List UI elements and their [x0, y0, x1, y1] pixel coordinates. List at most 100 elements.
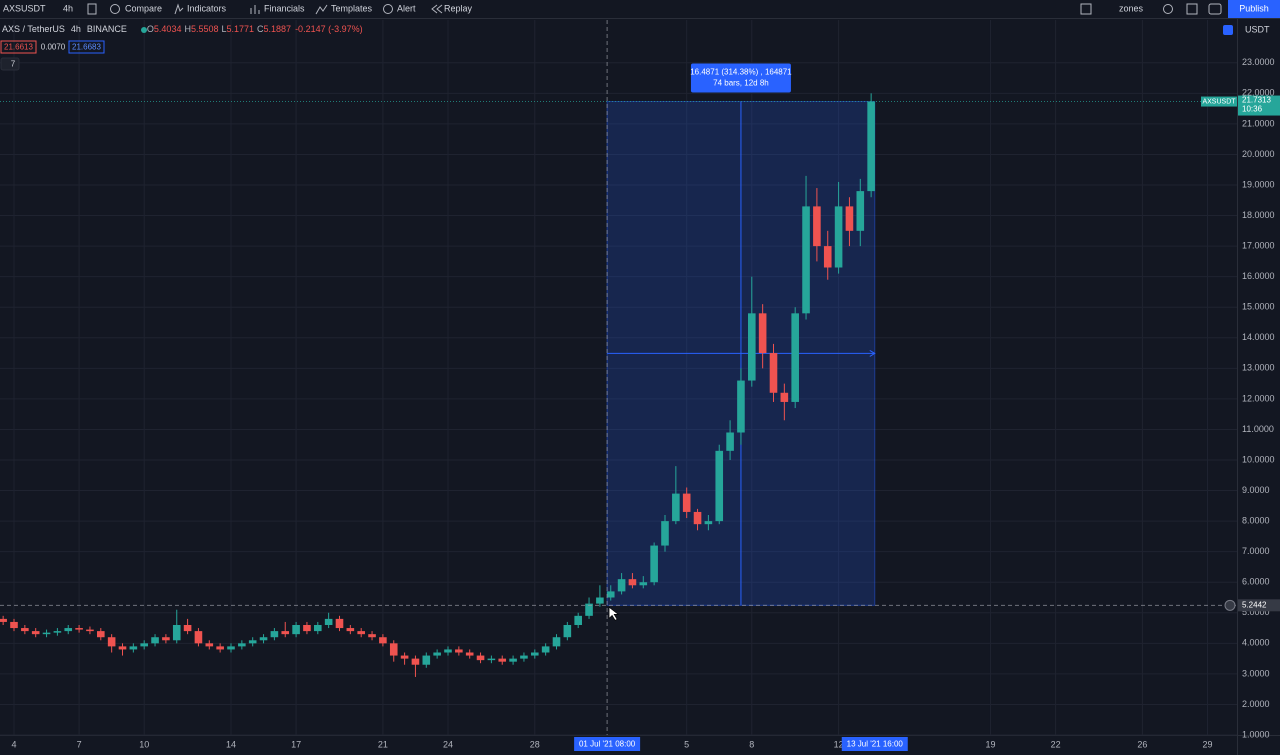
bid-price: 21.6613: [4, 43, 33, 52]
candle-body: [118, 646, 127, 650]
candle-body: [107, 637, 116, 647]
legend-change: -0.2147 (-3.97%): [295, 24, 363, 34]
candle-body: [270, 631, 279, 638]
legend-line: AXS / TetherUS 4h BINANCE O5.4034 H5.5508 L5.…: [2, 24, 363, 34]
publish-label: Publish: [1239, 3, 1269, 13]
candle-body: [31, 631, 40, 635]
candle-body: [747, 313, 756, 381]
candle-body: [509, 658, 517, 662]
candle-body: [96, 631, 105, 638]
measure-line2: 74 bars, 12d 8h: [713, 79, 769, 88]
x-tick-label: 4: [11, 739, 16, 749]
measure-end-time-label: 13 Jul '21 16:00: [847, 740, 904, 749]
candle-body: [10, 621, 18, 629]
x-tick-label: 12: [834, 739, 844, 749]
candle-body: [162, 637, 170, 641]
candle-body: [140, 643, 148, 647]
templates-icon: [315, 4, 328, 15]
symbol-button[interactable]: AXSUSDT: [3, 3, 46, 13]
indicator-count: 7: [11, 60, 16, 69]
layout-name[interactable]: zones: [1119, 3, 1144, 13]
y-tick-label: 20.0000: [1242, 149, 1275, 159]
x-tick-label: 7: [77, 739, 82, 749]
x-tick-label: 14: [226, 739, 236, 749]
candle-body: [715, 450, 724, 522]
candle-body: [42, 632, 51, 635]
candle-body: [0, 618, 7, 622]
candle-body: [129, 646, 138, 650]
indicators-toggle[interactable]: [0, 57, 20, 71]
bid-box[interactable]: [0, 40, 37, 54]
chart-type-button[interactable]: [87, 3, 97, 15]
indicators-icon: [174, 3, 184, 15]
toolbar: [0, 0, 1280, 18]
candle-body: [693, 511, 702, 525]
y-tick-label: 12.0000: [1242, 393, 1275, 403]
price-axis: [1237, 19, 1280, 735]
x-tick-label: 8: [749, 739, 754, 749]
templates-button[interactable]: Templates: [331, 3, 373, 13]
financials-button[interactable]: Financials: [264, 3, 305, 13]
compare-button[interactable]: Compare: [125, 3, 162, 13]
interval-button[interactable]: 4h: [63, 3, 73, 13]
x-tick-label: 28: [530, 739, 540, 749]
candle-body: [303, 625, 311, 632]
candle-body: [433, 652, 441, 656]
candle-body: [802, 206, 810, 314]
y-tick-label: 22.0000: [1242, 88, 1275, 98]
indicators-button[interactable]: Indicators: [187, 3, 227, 13]
settings-button[interactable]: [1163, 4, 1173, 14]
y-tick-label: 3.0000: [1242, 668, 1270, 678]
candle-body: [227, 646, 235, 650]
x-tick-label: 26: [1137, 739, 1147, 749]
candle-body: [541, 646, 550, 653]
candle-body: [672, 493, 680, 522]
last-price-label: 21.7313: [1242, 96, 1271, 105]
x-tick-label: 17: [291, 739, 301, 749]
candle-body: [856, 191, 865, 231]
candle-body: [324, 618, 333, 625]
replay-button[interactable]: Replay: [444, 3, 473, 13]
candle-body: [205, 643, 214, 647]
y-tick-label: 16.0000: [1242, 271, 1275, 281]
alert-button[interactable]: Alert: [397, 3, 416, 13]
candle-body: [487, 658, 496, 661]
candle-body: [780, 392, 789, 402]
candle-body: [585, 603, 593, 616]
candle-body: [845, 206, 854, 231]
snapshot-button[interactable]: [1208, 3, 1222, 15]
layout-button[interactable]: [1080, 3, 1092, 15]
ask-box[interactable]: [68, 40, 105, 54]
candle-body: [368, 634, 376, 638]
fullscreen-button[interactable]: [1186, 3, 1198, 15]
legend-l: 5.1771: [227, 24, 255, 34]
candle-body: [183, 625, 192, 632]
x-tick-label: 19: [985, 739, 995, 749]
candle-body: [389, 643, 398, 656]
y-tick-label: 8.0000: [1242, 515, 1270, 525]
candle-body: [455, 649, 463, 653]
y-tick-label: 14.0000: [1242, 332, 1275, 342]
y-tick-label: 9.0000: [1242, 485, 1270, 495]
x-tick-label: 29: [1202, 739, 1212, 749]
candle-body: [813, 206, 821, 247]
candle-body: [379, 637, 387, 644]
cursor: [608, 606, 619, 621]
publish-button[interactable]: [1228, 0, 1280, 18]
candle-body: [606, 591, 615, 598]
legend-exchange: BINANCE: [87, 24, 127, 34]
y-tick-label: 17.0000: [1242, 240, 1275, 250]
y-tick-label: 5.0000: [1242, 607, 1270, 617]
currency-toggle[interactable]: [1223, 25, 1233, 35]
y-tick-label: 23.0000: [1242, 57, 1275, 67]
candle-body: [498, 658, 507, 662]
measure-label-box: [690, 63, 791, 93]
x-tick-label: 24: [443, 739, 453, 749]
candle-body: [639, 582, 648, 586]
y-tick-label: 13.0000: [1242, 363, 1275, 373]
candle-body: [628, 579, 637, 586]
legend-h: 5.5508: [191, 24, 219, 34]
candle-body: [552, 637, 561, 647]
candle-body: [194, 631, 203, 644]
x-tick-label: 22: [1051, 739, 1061, 749]
